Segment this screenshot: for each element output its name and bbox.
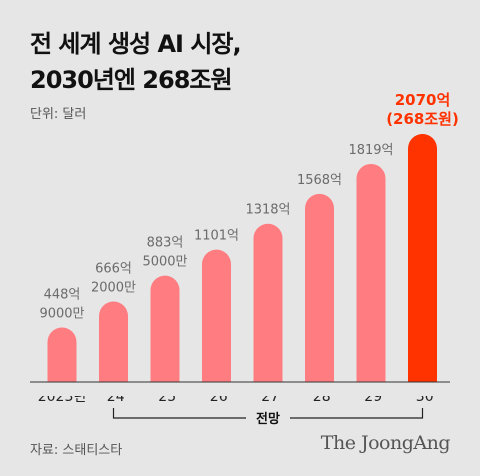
data-label-3-0: 1101억 (194, 229, 239, 244)
bar-3 (202, 249, 231, 395)
data-label-1-1: 2000만 (91, 281, 136, 296)
bar-5 (305, 193, 334, 395)
bar-1 (99, 301, 128, 395)
title-line-2: 2030년엔 268조원 (30, 66, 233, 94)
data-label-6-0: 1819억 (348, 143, 393, 158)
data-label-0-1: 9000만 (39, 307, 84, 322)
bracket-label-bg (246, 409, 290, 427)
bar-2 (150, 275, 180, 395)
title-line-1: 전 세계 생성 AI 시장, (30, 30, 242, 58)
data-label-7-0: 2070억 (395, 91, 451, 109)
data-label-4-0: 1318억 (245, 203, 290, 218)
bar-4 (253, 223, 283, 395)
data-label-0-0: 448억 (44, 288, 81, 303)
forecast-label: 전망 (256, 411, 280, 427)
brand-logo: The JoongAng (320, 432, 451, 454)
data-label-2-1: 5000만 (142, 255, 187, 270)
bar-0 (47, 327, 77, 395)
data-label-7-1: (268조원) (386, 110, 459, 128)
axis-mask (0, 382, 480, 396)
data-label-5-0: 1568억 (297, 173, 342, 188)
data-label-2-0: 883억 (147, 236, 184, 251)
source-label: 자료: 스태티스타 (30, 443, 123, 458)
unit-label: 단위: 달러 (30, 107, 87, 122)
chart-title: 전 세계 생성 AI 시장, 2030년엔 268조원 (30, 26, 242, 98)
bar-7 (408, 134, 437, 395)
bar-6 (356, 163, 386, 395)
data-label-1-0: 666억 (95, 262, 132, 277)
